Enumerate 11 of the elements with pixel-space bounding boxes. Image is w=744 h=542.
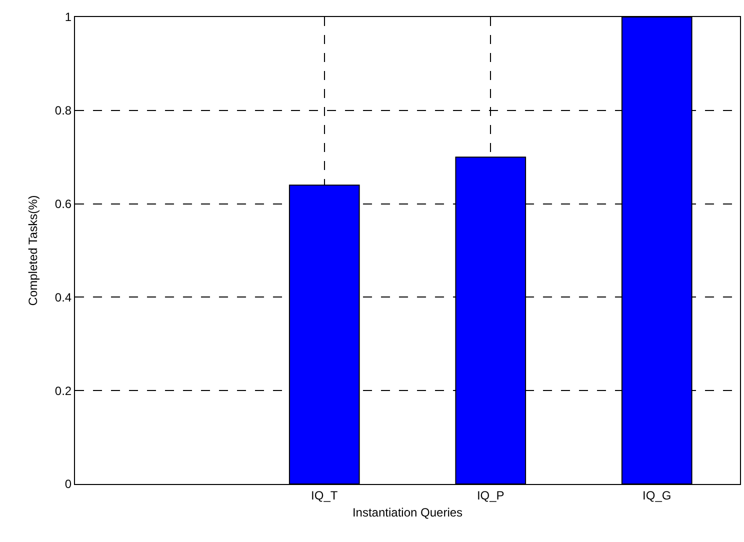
y-tick-label: 0.8: [54, 104, 72, 118]
y-tick-label: 0.2: [54, 384, 72, 398]
y-tick-label: 0.6: [54, 197, 72, 211]
x-tick-label: IQ_T: [311, 488, 338, 502]
x-tick-label: IQ_G: [642, 488, 672, 502]
y-tick-label: 0: [64, 477, 72, 492]
y-axis-title: Completed Tasks(%): [26, 195, 40, 306]
y-tick-label: 0.4: [54, 290, 72, 304]
x-axis-title: Instantiation Queries: [352, 505, 463, 520]
y-tick-label: 1: [64, 10, 72, 24]
x-tick-label: IQ_P: [476, 488, 504, 502]
